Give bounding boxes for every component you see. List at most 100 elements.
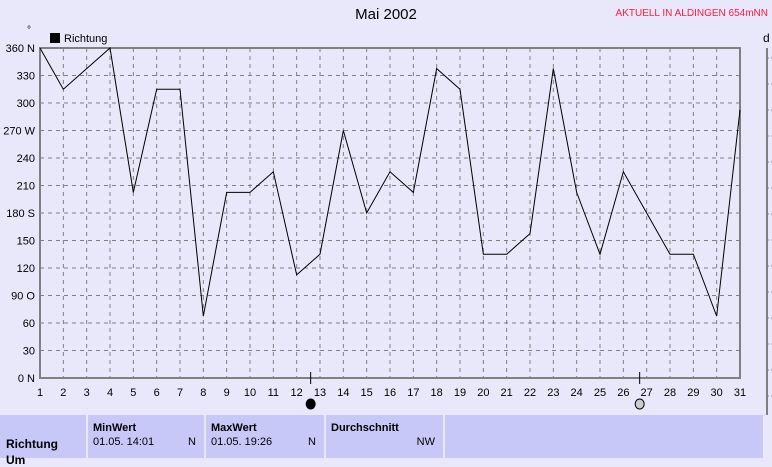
- data-point: [109, 47, 112, 50]
- x-tick-label: 7: [177, 387, 183, 399]
- y-tick-label: 360 N: [6, 43, 35, 55]
- data-point: [622, 170, 625, 173]
- data-point: [505, 253, 508, 256]
- row-label: Richtung: [6, 437, 58, 451]
- x-tick-label: 6: [154, 387, 160, 399]
- x-tick-label: 18: [431, 387, 443, 399]
- data-point: [85, 67, 88, 70]
- data-point: [459, 88, 462, 91]
- x-tick-label: 13: [314, 387, 326, 399]
- y-axis-unit: °: [27, 25, 31, 36]
- x-tick-label: 16: [384, 387, 396, 399]
- x-tick-label: 24: [571, 387, 583, 399]
- data-point: [552, 67, 555, 70]
- min-date: 01.05. 14:01: [93, 436, 155, 448]
- data-point: [692, 253, 695, 256]
- row-label-next: Um: [6, 453, 26, 467]
- data-point: [202, 315, 205, 318]
- data-point: [39, 47, 42, 50]
- y-tick-label: 330: [17, 71, 35, 83]
- min-value: N: [188, 436, 196, 448]
- data-point: [669, 253, 672, 256]
- right-axis-label: d: [763, 31, 770, 45]
- new-moon-icon: [305, 398, 316, 410]
- x-tick-label: 28: [664, 387, 676, 399]
- data-point: [435, 67, 438, 70]
- data-point: [739, 108, 742, 111]
- x-tick-label: 1: [37, 387, 43, 399]
- x-tick-label: 30: [711, 387, 723, 399]
- x-tick-label: 20: [477, 387, 489, 399]
- row-label-cell: Richtung Um: [0, 415, 88, 467]
- y-tick-label: 0 N: [18, 373, 35, 385]
- x-tick-label: 2: [60, 387, 66, 399]
- y-tick-label: 180 S: [6, 208, 35, 220]
- y-tick-label: 210: [17, 181, 35, 193]
- data-point: [389, 170, 392, 173]
- data-point: [529, 232, 532, 235]
- y-tick-label: 240: [17, 153, 35, 165]
- legend-label: Richtung: [64, 33, 107, 45]
- data-point: [575, 191, 578, 194]
- data-point: [225, 191, 228, 194]
- x-tick-label: 12: [291, 387, 303, 399]
- max-header: MaxWert: [211, 422, 257, 434]
- y-tick-label: 60: [23, 318, 35, 330]
- x-tick-label: 5: [130, 387, 136, 399]
- data-point: [62, 88, 65, 91]
- data-point: [715, 315, 718, 318]
- full-moon-icon: [634, 398, 645, 410]
- y-tick-label: 30: [23, 346, 35, 358]
- data-point: [412, 191, 415, 194]
- data-point: [155, 88, 158, 91]
- y-tick-label: 300: [17, 98, 35, 110]
- chart: 1 2 3 4 5 6 7 8 9 10 11 12 13 14 15 16 17 18 19 20 21 22 23 24 2…: [3, 25, 772, 415]
- data-point: [179, 88, 182, 91]
- x-tick-label: 15: [361, 387, 373, 399]
- x-tick-label: 11: [268, 387, 279, 399]
- min-cell: MinWert 01.05. 14:01 N: [88, 415, 206, 458]
- x-tick-label: 27: [641, 387, 653, 399]
- data-point: [482, 253, 485, 256]
- chart-title: Mai 2002: [355, 6, 417, 23]
- x-tick-label: 19: [454, 387, 466, 399]
- series-line-richtung: [39, 47, 741, 317]
- max-cell: MaxWert 01.05. 19:26 N: [206, 415, 326, 458]
- data-point: [365, 212, 368, 215]
- data-point: [132, 191, 135, 194]
- plot-frame: [39, 47, 741, 379]
- data-point: [599, 253, 602, 256]
- x-tick-label: 31: [734, 387, 746, 399]
- data-point: [295, 273, 298, 276]
- stats-table: Richtung Um MinWert 01.05. 14:01 N MaxWe…: [0, 415, 763, 467]
- x-tick-label: 17: [407, 387, 419, 399]
- data-point: [319, 253, 322, 256]
- min-header: MinWert: [93, 422, 137, 434]
- x-tick-label: 14: [337, 387, 349, 399]
- y-tick-label: 270 W: [3, 126, 35, 138]
- y-tick-label: 150: [17, 236, 35, 248]
- avg-cell: Durchschnitt NW: [326, 415, 445, 458]
- data-point: [249, 191, 252, 194]
- x-tick-label: 10: [244, 387, 256, 399]
- data-point: [342, 129, 345, 132]
- x-tick-label: 8: [200, 387, 206, 399]
- legend-swatch: [50, 33, 60, 43]
- data-point: [272, 170, 275, 173]
- x-tick-label: 3: [84, 387, 90, 399]
- x-tick-label: 26: [617, 387, 629, 399]
- y-tick-label: 120: [17, 263, 35, 275]
- x-tick-label: 25: [594, 387, 606, 399]
- avg-value: NW: [416, 436, 435, 448]
- x-tick-label: 9: [224, 387, 230, 399]
- avg-header: Durchschnitt: [331, 422, 399, 434]
- x-tick-label: 23: [547, 387, 559, 399]
- x-tick-label: 29: [687, 387, 699, 399]
- max-date: 01.05. 19:26: [211, 436, 273, 448]
- x-tick-label: 4: [107, 387, 113, 399]
- station-label: AKTUELL IN ALDINGEN 654mNN: [615, 8, 768, 19]
- x-tick-label: 21: [501, 387, 513, 399]
- x-tick-label: 22: [524, 387, 536, 399]
- empty-cell: [445, 415, 763, 458]
- y-tick-label: 90 O: [11, 291, 35, 303]
